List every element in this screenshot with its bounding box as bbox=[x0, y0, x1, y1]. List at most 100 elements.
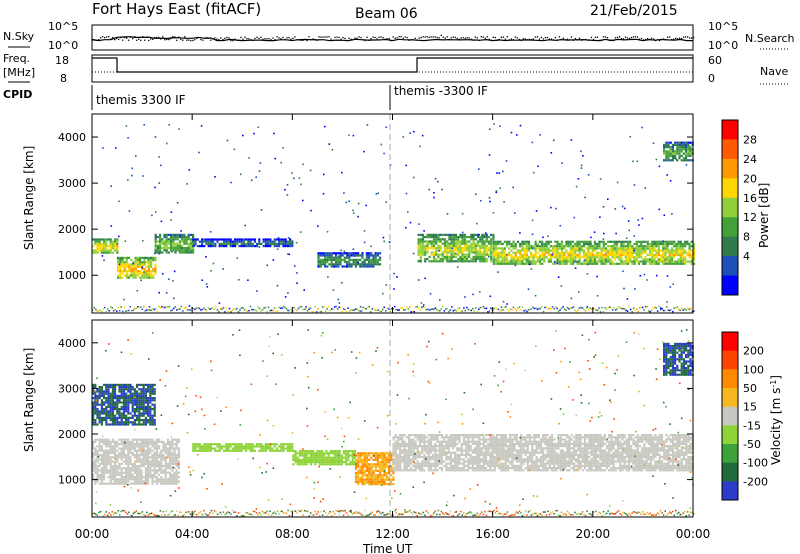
power-cell bbox=[167, 242, 170, 245]
power-cell bbox=[435, 242, 438, 245]
velocity-cell bbox=[334, 452, 337, 455]
velocity-cell bbox=[173, 449, 176, 452]
power-cell bbox=[673, 256, 676, 259]
power-cell bbox=[631, 260, 634, 263]
power-scatter bbox=[326, 230, 329, 233]
power-scatter bbox=[599, 178, 602, 180]
power-cell bbox=[227, 238, 230, 241]
power-scatter bbox=[383, 240, 385, 243]
power-cell bbox=[354, 258, 357, 261]
velocity-cell bbox=[160, 478, 163, 481]
noise-search-dot bbox=[524, 38, 527, 40]
noise-search-dot bbox=[670, 38, 673, 41]
power-cell bbox=[490, 251, 493, 254]
power-cell bbox=[501, 256, 504, 259]
power-scatter bbox=[405, 192, 408, 195]
velocity-cell bbox=[133, 388, 136, 391]
velocity-cell bbox=[153, 467, 156, 470]
velocity-cell bbox=[118, 388, 121, 391]
power-cell bbox=[165, 249, 168, 252]
power-cell bbox=[419, 244, 422, 247]
velocity-cell bbox=[131, 454, 134, 457]
power-cell bbox=[253, 238, 256, 241]
velocity-cell bbox=[385, 465, 388, 468]
velocity-cell bbox=[169, 443, 172, 446]
noise-search-dot bbox=[188, 39, 190, 41]
power-cell bbox=[443, 258, 447, 261]
noise-search-dot bbox=[300, 39, 302, 41]
power-cell bbox=[629, 245, 632, 248]
power-cell bbox=[240, 240, 243, 243]
noise-search-dot bbox=[678, 37, 681, 39]
velocity-cell bbox=[147, 451, 150, 454]
power-cell bbox=[516, 256, 520, 259]
velocity-cell bbox=[103, 392, 106, 395]
power-cell bbox=[497, 251, 500, 254]
velocity-cell bbox=[173, 480, 176, 483]
power-near-range bbox=[419, 309, 421, 311]
velocity-cell bbox=[155, 449, 158, 452]
velocity-cell bbox=[120, 401, 123, 404]
power-near-range bbox=[326, 308, 328, 310]
velocity-cell bbox=[175, 482, 178, 485]
velocity-cell bbox=[133, 471, 136, 474]
power-near-range bbox=[536, 308, 539, 311]
power-cell bbox=[132, 272, 135, 275]
power-cell bbox=[560, 247, 564, 250]
power-near-range bbox=[320, 310, 322, 313]
power-cell bbox=[194, 238, 197, 241]
power-cell bbox=[665, 141, 668, 144]
power-cell bbox=[476, 242, 480, 245]
velocity-cell bbox=[361, 472, 364, 475]
power-cell bbox=[441, 238, 444, 241]
power-near-range bbox=[123, 306, 126, 308]
velocity-cell bbox=[307, 452, 310, 455]
velocity-cell bbox=[323, 461, 326, 464]
velocity-cell bbox=[142, 482, 145, 485]
power-cell bbox=[676, 143, 679, 146]
velocity-cell bbox=[229, 443, 232, 446]
power-near-range bbox=[487, 311, 489, 313]
velocity-cell bbox=[407, 462, 411, 465]
velocity-cell bbox=[107, 462, 110, 465]
velocity-cell bbox=[105, 386, 108, 389]
velocity-cell bbox=[127, 419, 130, 422]
velocity-cell bbox=[158, 462, 161, 465]
power-scatter bbox=[637, 219, 639, 221]
velocity-cell bbox=[107, 403, 110, 406]
power-cell bbox=[253, 240, 256, 243]
power-scatter bbox=[284, 296, 287, 298]
power-cell bbox=[525, 249, 528, 252]
noise-search-dot bbox=[100, 37, 102, 39]
noise-search-dot bbox=[648, 38, 651, 41]
velocity-cell bbox=[192, 447, 195, 450]
power-cell bbox=[130, 274, 133, 277]
power-scatter bbox=[602, 206, 605, 208]
velocity-cell bbox=[116, 419, 119, 422]
velocity-cell bbox=[114, 460, 117, 463]
power-scatter bbox=[300, 183, 302, 186]
velocity-cell bbox=[381, 478, 384, 481]
velocity-cell bbox=[379, 465, 382, 468]
velocity-cell bbox=[105, 390, 108, 393]
velocity-cell bbox=[92, 412, 95, 415]
velocity-cell bbox=[289, 449, 292, 452]
noise-search-dot bbox=[510, 38, 512, 40]
power-cell bbox=[631, 256, 634, 259]
velocity-cell bbox=[114, 390, 117, 393]
noise-search-dot bbox=[190, 39, 192, 42]
velocity-cell bbox=[155, 445, 158, 448]
power-near-range bbox=[386, 307, 388, 310]
velocity-cell bbox=[325, 452, 328, 455]
power-cell bbox=[534, 249, 537, 252]
power-cell bbox=[503, 256, 506, 259]
power-cell bbox=[374, 258, 377, 261]
power-cell bbox=[653, 240, 656, 243]
velocity-cell bbox=[399, 460, 402, 463]
power-cell bbox=[580, 249, 583, 252]
velocity-cell bbox=[140, 423, 143, 426]
velocity-cell bbox=[394, 451, 397, 454]
power-cell bbox=[565, 242, 568, 246]
power-cell bbox=[348, 252, 351, 255]
power-cell bbox=[571, 262, 575, 265]
